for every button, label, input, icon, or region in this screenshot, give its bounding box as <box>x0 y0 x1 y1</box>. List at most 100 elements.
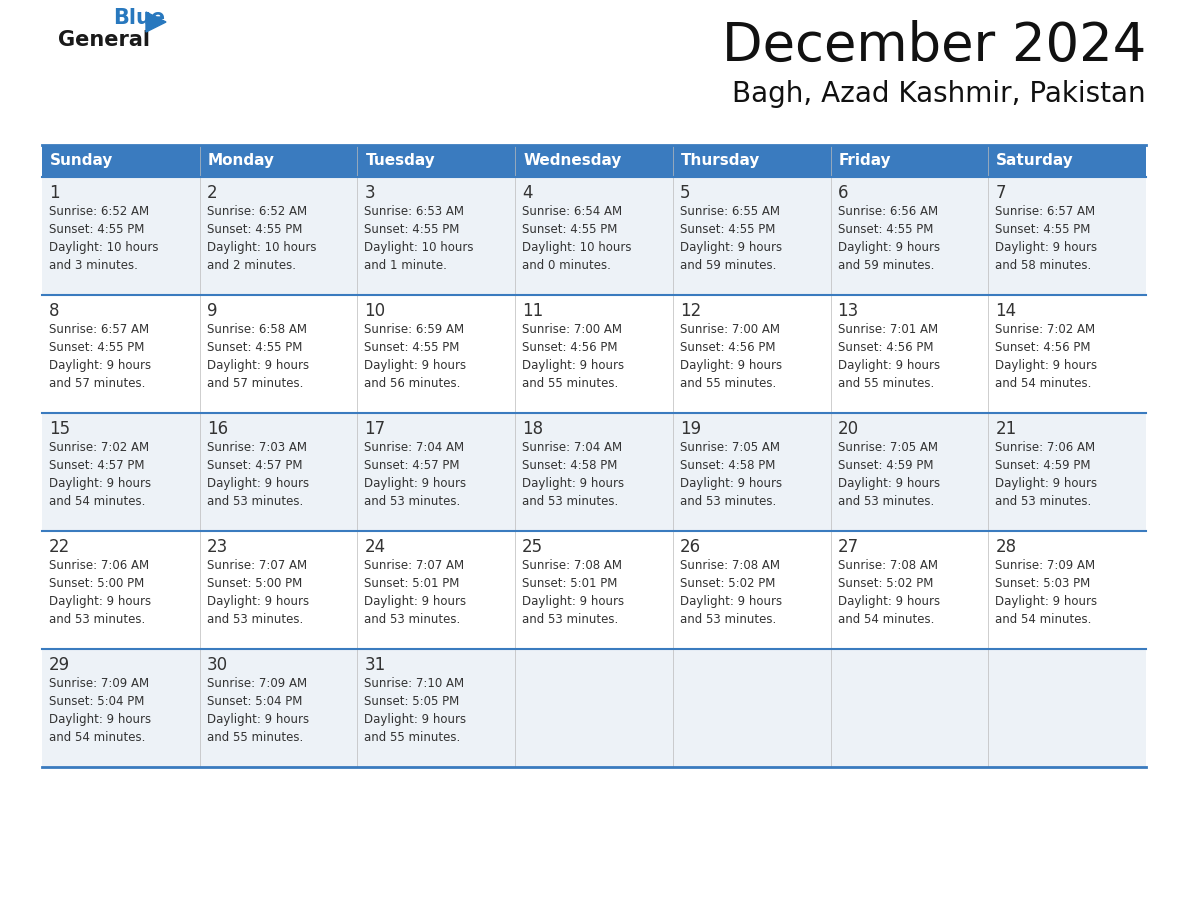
Text: Sunset: 5:04 PM: Sunset: 5:04 PM <box>207 695 302 708</box>
Text: and 57 minutes.: and 57 minutes. <box>49 377 145 390</box>
Text: Daylight: 9 hours: Daylight: 9 hours <box>838 595 940 608</box>
Text: Sunset: 4:57 PM: Sunset: 4:57 PM <box>49 459 145 472</box>
Text: and 54 minutes.: and 54 minutes. <box>996 377 1092 390</box>
Text: Sunset: 5:05 PM: Sunset: 5:05 PM <box>365 695 460 708</box>
Text: 19: 19 <box>680 420 701 438</box>
Text: Sunset: 4:57 PM: Sunset: 4:57 PM <box>207 459 302 472</box>
Text: 15: 15 <box>49 420 70 438</box>
Bar <box>830 145 988 177</box>
Text: Sunset: 4:55 PM: Sunset: 4:55 PM <box>838 223 933 236</box>
Text: Sunrise: 6:54 AM: Sunrise: 6:54 AM <box>523 205 623 218</box>
Text: 22: 22 <box>49 538 70 556</box>
Text: 24: 24 <box>365 538 386 556</box>
Text: and 1 minute.: and 1 minute. <box>365 259 448 272</box>
Text: Sunrise: 7:06 AM: Sunrise: 7:06 AM <box>49 559 150 572</box>
Text: 27: 27 <box>838 538 859 556</box>
Text: Daylight: 9 hours: Daylight: 9 hours <box>680 477 782 490</box>
Text: Sunset: 5:02 PM: Sunset: 5:02 PM <box>680 577 776 590</box>
Text: Sunset: 4:59 PM: Sunset: 4:59 PM <box>838 459 933 472</box>
Text: Sunrise: 7:02 AM: Sunrise: 7:02 AM <box>996 323 1095 336</box>
Bar <box>672 145 830 177</box>
Text: Sunset: 4:55 PM: Sunset: 4:55 PM <box>523 223 618 236</box>
Bar <box>200 145 358 177</box>
Text: 18: 18 <box>523 420 543 438</box>
Text: 13: 13 <box>838 302 859 320</box>
Text: Sunset: 4:56 PM: Sunset: 4:56 PM <box>996 341 1091 354</box>
Text: and 54 minutes.: and 54 minutes. <box>49 731 145 744</box>
Bar <box>42 413 1146 531</box>
Text: Blue: Blue <box>113 8 165 28</box>
Text: Sunset: 4:55 PM: Sunset: 4:55 PM <box>207 341 302 354</box>
Text: Sunset: 4:58 PM: Sunset: 4:58 PM <box>680 459 776 472</box>
Text: Sunrise: 7:09 AM: Sunrise: 7:09 AM <box>49 677 150 690</box>
Text: Daylight: 9 hours: Daylight: 9 hours <box>49 595 151 608</box>
Text: Sunrise: 7:09 AM: Sunrise: 7:09 AM <box>996 559 1095 572</box>
Text: Sunrise: 6:59 AM: Sunrise: 6:59 AM <box>365 323 465 336</box>
Text: Sunrise: 7:04 AM: Sunrise: 7:04 AM <box>523 441 623 454</box>
Bar <box>42 177 1146 295</box>
Text: and 53 minutes.: and 53 minutes. <box>207 613 303 626</box>
Text: Sunrise: 7:05 AM: Sunrise: 7:05 AM <box>838 441 937 454</box>
Text: Daylight: 10 hours: Daylight: 10 hours <box>523 241 632 254</box>
Text: and 53 minutes.: and 53 minutes. <box>680 495 776 508</box>
Text: Sunset: 5:02 PM: Sunset: 5:02 PM <box>838 577 933 590</box>
Text: Sunset: 4:55 PM: Sunset: 4:55 PM <box>365 223 460 236</box>
Bar <box>358 145 516 177</box>
Text: and 55 minutes.: and 55 minutes. <box>680 377 776 390</box>
Text: Sunrise: 7:04 AM: Sunrise: 7:04 AM <box>365 441 465 454</box>
Text: Sunrise: 6:58 AM: Sunrise: 6:58 AM <box>207 323 307 336</box>
Text: Daylight: 9 hours: Daylight: 9 hours <box>365 595 467 608</box>
Text: Sunset: 4:55 PM: Sunset: 4:55 PM <box>49 223 145 236</box>
Text: 31: 31 <box>365 656 386 674</box>
Text: Sunset: 4:58 PM: Sunset: 4:58 PM <box>523 459 618 472</box>
Text: Sunrise: 7:09 AM: Sunrise: 7:09 AM <box>207 677 307 690</box>
Text: and 53 minutes.: and 53 minutes. <box>680 613 776 626</box>
Text: Daylight: 9 hours: Daylight: 9 hours <box>49 713 151 726</box>
Text: Daylight: 10 hours: Daylight: 10 hours <box>49 241 158 254</box>
Text: 8: 8 <box>49 302 59 320</box>
Text: Sunset: 5:00 PM: Sunset: 5:00 PM <box>49 577 144 590</box>
Text: Monday: Monday <box>208 153 274 169</box>
Text: 17: 17 <box>365 420 386 438</box>
Text: 29: 29 <box>49 656 70 674</box>
Text: 4: 4 <box>523 184 532 202</box>
Text: Sunrise: 6:52 AM: Sunrise: 6:52 AM <box>49 205 150 218</box>
Text: Sunrise: 6:57 AM: Sunrise: 6:57 AM <box>49 323 150 336</box>
Text: Wednesday: Wednesday <box>523 153 621 169</box>
Text: and 59 minutes.: and 59 minutes. <box>838 259 934 272</box>
Text: Daylight: 9 hours: Daylight: 9 hours <box>680 359 782 372</box>
Text: 30: 30 <box>207 656 228 674</box>
Text: 25: 25 <box>523 538 543 556</box>
Text: 7: 7 <box>996 184 1006 202</box>
Text: Daylight: 9 hours: Daylight: 9 hours <box>207 359 309 372</box>
Text: and 55 minutes.: and 55 minutes. <box>365 731 461 744</box>
Text: Daylight: 9 hours: Daylight: 9 hours <box>996 477 1098 490</box>
Text: Sunday: Sunday <box>50 153 113 169</box>
Text: Sunrise: 6:56 AM: Sunrise: 6:56 AM <box>838 205 937 218</box>
Text: and 53 minutes.: and 53 minutes. <box>838 495 934 508</box>
Text: Friday: Friday <box>839 153 891 169</box>
Text: Sunset: 4:55 PM: Sunset: 4:55 PM <box>207 223 302 236</box>
Text: Sunrise: 7:03 AM: Sunrise: 7:03 AM <box>207 441 307 454</box>
Text: Sunrise: 7:02 AM: Sunrise: 7:02 AM <box>49 441 150 454</box>
Text: and 53 minutes.: and 53 minutes. <box>207 495 303 508</box>
Text: and 53 minutes.: and 53 minutes. <box>523 613 619 626</box>
Text: Sunrise: 7:00 AM: Sunrise: 7:00 AM <box>523 323 623 336</box>
Text: Daylight: 9 hours: Daylight: 9 hours <box>996 359 1098 372</box>
Text: Daylight: 9 hours: Daylight: 9 hours <box>838 477 940 490</box>
Text: and 0 minutes.: and 0 minutes. <box>523 259 611 272</box>
Bar <box>516 145 672 177</box>
Text: Daylight: 9 hours: Daylight: 9 hours <box>838 359 940 372</box>
Text: and 55 minutes.: and 55 minutes. <box>838 377 934 390</box>
Text: Sunrise: 7:00 AM: Sunrise: 7:00 AM <box>680 323 779 336</box>
Text: 10: 10 <box>365 302 386 320</box>
Text: Sunrise: 7:06 AM: Sunrise: 7:06 AM <box>996 441 1095 454</box>
Bar <box>42 145 200 177</box>
Text: and 53 minutes.: and 53 minutes. <box>49 613 145 626</box>
Text: Sunset: 4:56 PM: Sunset: 4:56 PM <box>680 341 776 354</box>
Text: Daylight: 9 hours: Daylight: 9 hours <box>996 241 1098 254</box>
Text: Daylight: 9 hours: Daylight: 9 hours <box>996 595 1098 608</box>
Text: Sunset: 5:01 PM: Sunset: 5:01 PM <box>523 577 618 590</box>
Text: and 53 minutes.: and 53 minutes. <box>365 495 461 508</box>
Text: and 3 minutes.: and 3 minutes. <box>49 259 138 272</box>
